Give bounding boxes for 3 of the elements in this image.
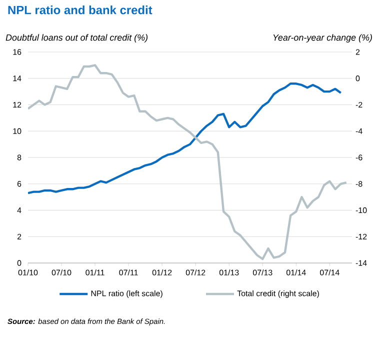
y-axis-title: Doubtful loans out of total credit (%) <box>6 34 148 42</box>
chart-title: NPL ratio and bank credit <box>8 6 152 14</box>
y2-axis-title: Year-on-year change (%) <box>273 34 372 42</box>
